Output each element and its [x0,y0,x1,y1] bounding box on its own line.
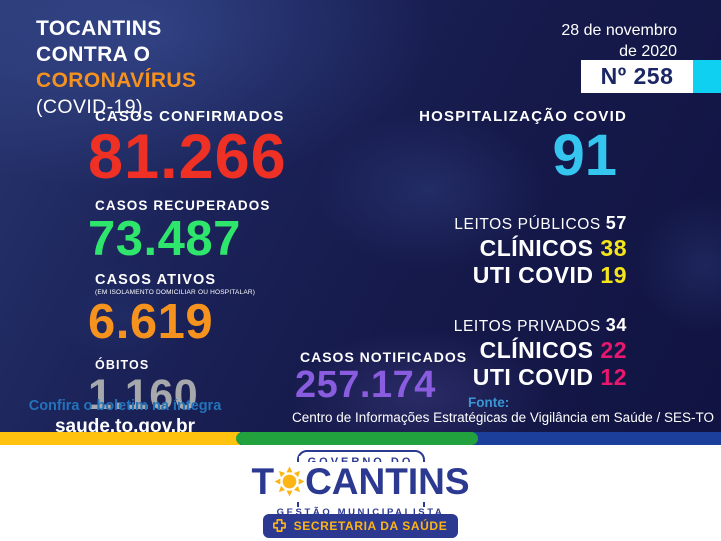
bulletin-cta: Confira o boletim na íntegra [28,398,222,414]
notified-cases: CASOS NOTIFICADOS 257.174 [295,349,467,405]
deaths-label: ÓBITOS [95,358,150,372]
case-stats: CASOS CONFIRMADOS 81.266 CASOS RECUPERAD… [88,108,287,418]
title-line-1: TOCANTINS [36,17,162,40]
tocantins-logo: T CANTINS [0,462,721,502]
private-clinical-value: 22 [600,337,627,363]
source-label: Fonte: [468,395,510,410]
deaths-value: 1.160 [88,371,199,419]
notified-value: 257.174 [295,364,436,406]
bulletin-number: Nº 258 [581,60,721,93]
public-clinical-label: CLÍNICOS [479,235,594,261]
bulletin-link-block: Confira o boletim na íntegra saude.to.go… [20,398,230,438]
logo-name-first: T [251,461,275,502]
stripe-green [236,432,478,445]
public-clinical-value: 38 [600,235,627,261]
title-line-3: CORONAVÍRUS [36,69,197,92]
badge-label: SECRETARIA DA SAÚDE [293,518,448,533]
private-icu-label: UTI COVID [472,364,594,390]
bulletin-date: 28 de novembro de 2020 [561,22,677,60]
private-beds-total: 34 [605,315,627,335]
private-beds-label: LEITOS PRIVADOS [453,318,601,335]
public-beds-group: LEITOS PÚBLICOS 57 CLÍNICOS 38 UTI COVID… [419,213,627,289]
private-clinical-label: CLÍNICOS [479,337,594,363]
title-line-4: (COVID-19) [36,96,143,118]
title-line-2: CONTRA O [36,43,151,66]
notified-label: CASOS NOTIFICADOS [300,349,468,365]
hospitalization-value: 91 [552,123,617,188]
health-cross-icon [272,519,286,532]
active-sublabel: (EM ISOLAMENTO DOMICILIAR OU HOSPITALAR) [95,289,256,296]
public-beds-label: LEITOS PÚBLICOS [454,216,601,233]
cyan-accent-block [693,60,721,93]
health-secretary-badge: SECRETARIA DA SAÚDE [262,514,459,538]
logo-name-rest: CANTINS [305,461,470,502]
active-value: 6.619 [88,295,214,349]
hospital-stats: HOSPITALIZAÇÃO COVID 91 LEITOS PÚBLICOS … [419,108,627,391]
sun-icon [274,466,305,497]
confirmed-value: 81.266 [88,122,287,192]
confirmed-label: CASOS CONFIRMADOS [95,108,285,125]
recovered-label: CASOS RECUPERADOS [95,198,271,213]
poster-title: TOCANTINS CONTRA O CORONAVÍRUS (COVID-19… [36,16,196,120]
public-icu-label: UTI COVID [472,262,594,288]
logo-subtitle: GESTÃO MUNICIPALISTA [268,507,453,518]
private-beds-group: LEITOS PRIVADOS 34 CLÍNICOS 22 UTI COVID… [419,315,627,391]
public-icu-value: 19 [600,262,627,288]
stripe-yellow [0,432,240,445]
bulletin-number-label: Nº 258 [581,60,693,93]
source-text: Centro de Informações Estratégicas de Vi… [292,410,714,425]
active-label: CASOS ATIVOS [95,272,217,288]
public-beds-total: 57 [605,213,627,233]
recovered-value: 73.487 [88,212,241,266]
hospitalization-label: HOSPITALIZAÇÃO COVID [419,108,627,125]
flag-stripe [0,432,721,445]
private-icu-value: 12 [600,364,627,390]
saude-link[interactable]: saude.to.gov.br [54,416,196,437]
